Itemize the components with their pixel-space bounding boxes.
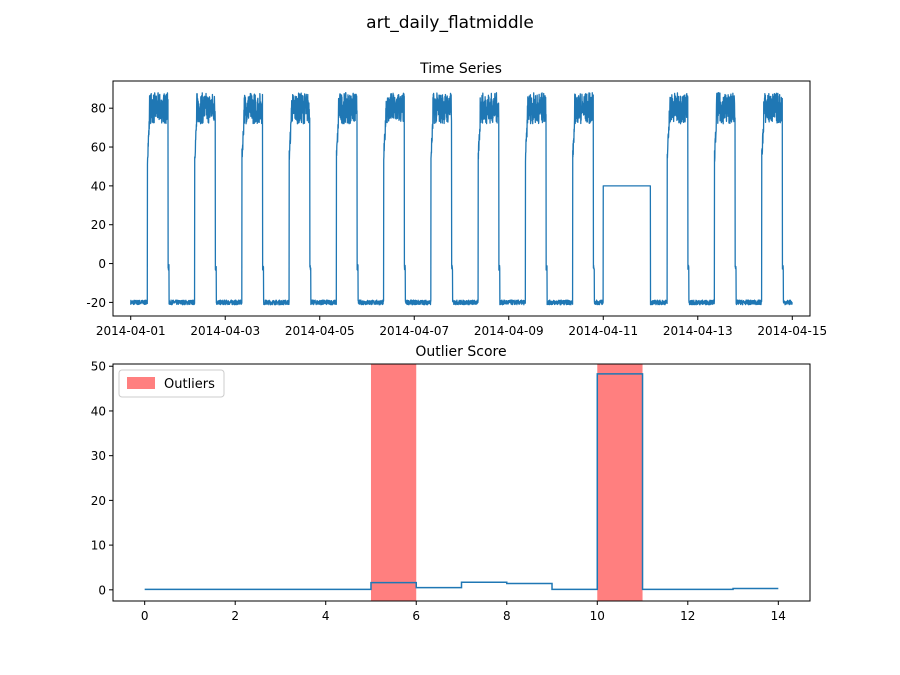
time-series-x-tick-label: 2014-04-09: [474, 324, 544, 338]
time-series-x-tick-label: 2014-04-05: [285, 324, 355, 338]
outlier-score-x-tick-label: 4: [322, 609, 330, 623]
time-series-title: Time Series: [419, 61, 502, 77]
legend-swatch-outliers: [127, 377, 155, 389]
time-series-x-axis: 2014-04-01 2014-04-03 2014-04-05 2014-04-07…: [96, 316, 827, 338]
outlier-score-line: [144, 373, 779, 591]
outlier-score-x-tick-label: 2: [231, 609, 239, 623]
time-series-x-tick-label: 2014-04-13: [663, 324, 733, 338]
outlier-score-x-tick-label: 12: [680, 609, 695, 623]
figure-title: art_daily_flatmiddle: [366, 13, 534, 33]
outlier-score-x-tick-label: 0: [141, 609, 149, 623]
outlier-score-y-tick-label: 50: [91, 360, 106, 374]
time-series-x-tick-label: 2014-04-01: [96, 324, 166, 338]
time-series-x-tick-label: 2014-04-07: [379, 324, 449, 338]
outlier-regions-layer: [370, 364, 643, 601]
outlier-score-y-tick-label: 0: [98, 583, 106, 597]
outlier-score-line-layer: [144, 373, 779, 591]
time-series-y-tick-label: 40: [91, 179, 106, 193]
outlier-score-x-tick-label: 8: [503, 609, 511, 623]
outlier-score-x-tick-label: 6: [412, 609, 420, 623]
time-series-line: [130, 92, 793, 306]
time-series-x-tick-label: 2014-04-15: [757, 324, 827, 338]
outlier-region-1: [370, 364, 417, 601]
time-series-x-tick-label: 2014-04-03: [190, 324, 260, 338]
time-series-y-axis: -20 0 20 40 60 80: [86, 102, 113, 310]
outlier-region-2: [597, 364, 643, 601]
time-series-y-tick-label: 60: [91, 141, 106, 155]
outlier-score-frame: [112, 363, 811, 602]
outlier-score-x-axis: 0 2 4 6 8 10 12 14: [141, 601, 786, 623]
legend-box: [118, 369, 225, 398]
outlier-score-y-tick-label: 40: [91, 404, 106, 418]
time-series-x-tick-label: 2014-04-11: [568, 324, 638, 338]
time-series-frame: [112, 80, 811, 317]
outlier-score-y-tick-label: 30: [91, 449, 106, 463]
outlier-score-x-tick-label: 10: [590, 609, 605, 623]
time-series-y-tick-label: 0: [98, 257, 106, 271]
legend-label-outliers: Outliers: [164, 377, 215, 392]
outlier-score-title: Outlier Score: [415, 344, 506, 360]
outlier-score-y-axis: 0 10 20 30 40 50: [91, 360, 113, 597]
outlier-score-y-tick-label: 10: [91, 539, 106, 553]
time-series-y-tick-label: -20: [86, 296, 106, 310]
time-series-line-layer: [130, 92, 793, 306]
legend: Outliers: [118, 369, 225, 398]
outlier-score-y-tick-label: 20: [91, 494, 106, 508]
outlier-score-x-tick-label: 14: [771, 609, 786, 623]
time-series-y-tick-label: 80: [91, 102, 106, 116]
time-series-y-tick-label: 20: [91, 218, 106, 232]
outlier-score-panel: Outlier Score 0 10 20 30 40 50 0 2 4 6 8 10 12 14 Ou…: [91, 344, 811, 623]
